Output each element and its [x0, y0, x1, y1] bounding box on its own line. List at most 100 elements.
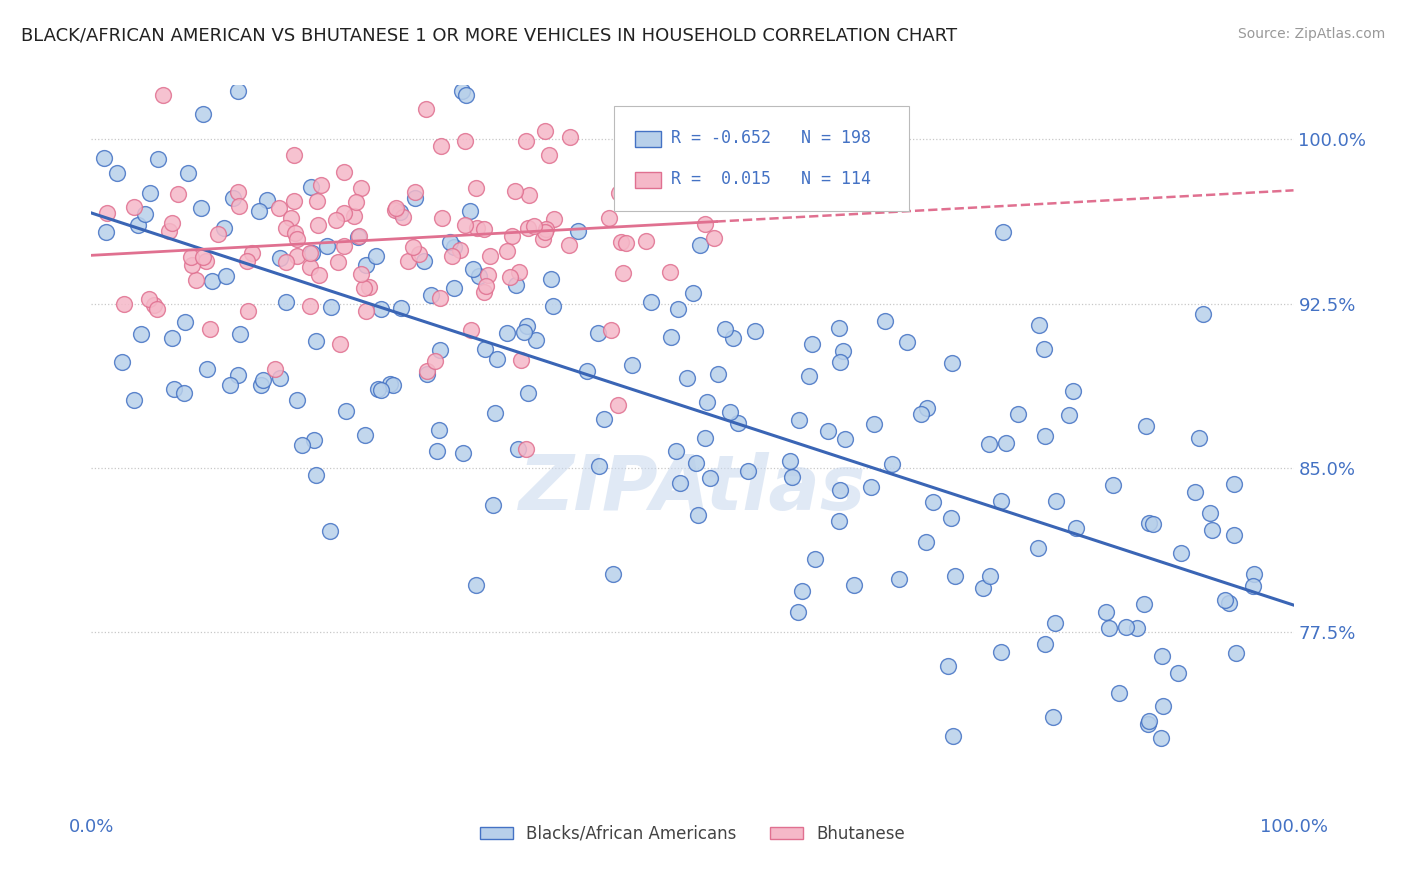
Point	[972, 581, 994, 595]
Point	[256, 193, 278, 207]
Point	[523, 219, 546, 233]
Point	[599, 323, 621, 337]
Point	[343, 210, 366, 224]
Point	[173, 386, 195, 401]
Point	[610, 235, 633, 250]
Point	[714, 322, 737, 336]
Point	[1243, 567, 1265, 582]
Point	[990, 493, 1012, 508]
Point	[484, 406, 506, 420]
Point	[124, 200, 146, 214]
Point	[1170, 546, 1192, 560]
Point	[880, 457, 903, 471]
Point	[105, 166, 128, 180]
Point	[560, 129, 582, 144]
Point	[269, 251, 291, 265]
Point	[122, 392, 145, 407]
Point	[467, 269, 489, 284]
Point	[620, 358, 643, 372]
Point	[790, 584, 813, 599]
Point	[413, 253, 436, 268]
Point	[1167, 666, 1189, 681]
Point	[512, 325, 534, 339]
Point	[430, 211, 453, 225]
Point	[439, 235, 461, 249]
Point	[780, 470, 803, 484]
Point	[1062, 384, 1084, 399]
Point	[787, 413, 810, 427]
Point	[454, 134, 477, 148]
Point	[640, 294, 662, 309]
Point	[276, 294, 298, 309]
Point	[1095, 605, 1118, 619]
Point	[443, 281, 465, 295]
Point	[501, 229, 523, 244]
Point	[634, 235, 657, 249]
Point	[1218, 596, 1240, 610]
Point	[939, 510, 962, 524]
Legend: Blacks/African Americans, Bhutanese: Blacks/African Americans, Bhutanese	[472, 818, 912, 849]
Point	[922, 495, 945, 509]
Point	[787, 606, 810, 620]
Point	[534, 225, 557, 239]
Point	[321, 300, 343, 314]
Point	[623, 193, 645, 207]
Point	[370, 384, 392, 398]
Point	[515, 442, 537, 457]
Point	[200, 322, 222, 336]
Point	[94, 226, 117, 240]
Point	[464, 181, 486, 195]
Point	[250, 377, 273, 392]
Point	[283, 148, 305, 162]
Point	[616, 235, 638, 250]
Point	[1126, 621, 1149, 635]
Point	[274, 220, 297, 235]
Point	[1132, 597, 1154, 611]
Point	[229, 327, 252, 342]
Point	[215, 268, 238, 283]
Point	[423, 354, 446, 368]
Point	[357, 279, 380, 293]
Point	[1115, 619, 1137, 633]
Point	[238, 304, 260, 318]
Bar	[634, 172, 661, 188]
Point	[328, 255, 350, 269]
Point	[354, 259, 377, 273]
Point	[388, 205, 411, 219]
Point	[344, 194, 367, 209]
Point	[517, 188, 540, 202]
Point	[1028, 318, 1050, 332]
Point	[129, 326, 152, 341]
Point	[404, 185, 426, 199]
Point	[503, 184, 526, 198]
Point	[252, 373, 274, 387]
Point	[335, 404, 357, 418]
Point	[917, 401, 939, 415]
Point	[307, 219, 329, 233]
Point	[1142, 517, 1164, 532]
Point	[429, 139, 451, 153]
Point	[201, 274, 224, 288]
Point	[659, 265, 682, 279]
Point	[404, 191, 426, 205]
Point	[219, 378, 242, 392]
Point	[910, 407, 932, 421]
Point	[699, 471, 721, 485]
Point	[352, 61, 374, 75]
Point	[458, 203, 481, 218]
Point	[558, 238, 581, 252]
Point	[280, 211, 302, 225]
Point	[482, 498, 505, 512]
FancyBboxPatch shape	[614, 106, 908, 211]
Text: R = -0.652   N = 198: R = -0.652 N = 198	[671, 129, 870, 147]
Point	[242, 246, 264, 260]
Point	[299, 179, 322, 194]
Point	[389, 301, 412, 316]
Point	[429, 343, 451, 357]
Point	[474, 342, 496, 356]
Point	[311, 178, 333, 193]
Point	[325, 213, 347, 227]
Point	[385, 201, 408, 215]
Point	[454, 87, 477, 102]
Point	[994, 435, 1017, 450]
